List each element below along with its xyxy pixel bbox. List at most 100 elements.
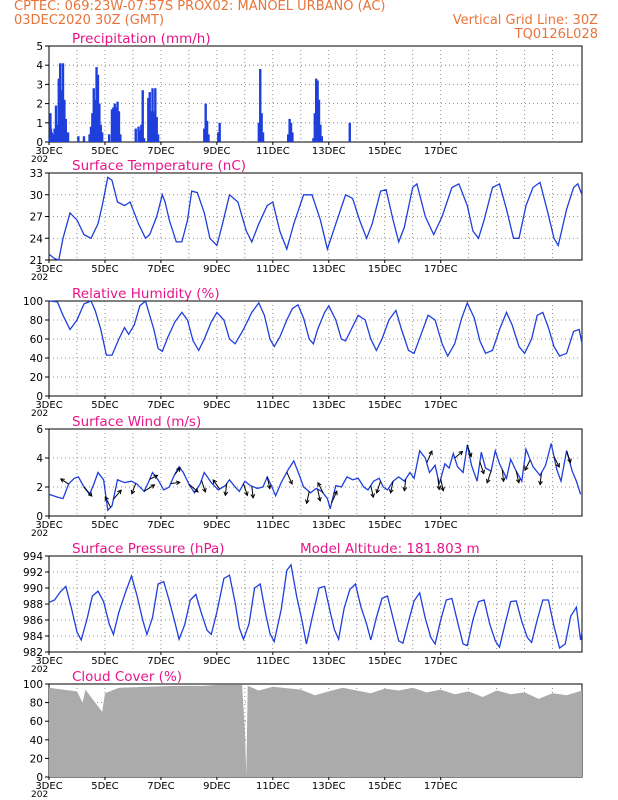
header-model-code: TQ0126L028 bbox=[514, 27, 598, 42]
wind-arrow-head bbox=[370, 493, 375, 499]
y-tick-label: 80 bbox=[30, 698, 43, 710]
x-tick-label: 3DEC bbox=[35, 781, 62, 792]
x-year-label: 202 bbox=[31, 790, 48, 800]
x-tick-label: 17DEC bbox=[424, 656, 458, 667]
precip-bar bbox=[312, 138, 315, 142]
panel-title: Surface Wind (m/s) bbox=[72, 414, 201, 430]
x-tick-label: 5DEC bbox=[91, 146, 118, 157]
wind-arrow-head bbox=[202, 487, 207, 493]
wind-arrow-head bbox=[117, 489, 122, 495]
x-tick-label: 7DEC bbox=[147, 400, 174, 411]
wind-arrow-head bbox=[266, 484, 272, 490]
wind-arrow-head bbox=[223, 491, 229, 497]
precip-bar bbox=[110, 109, 114, 142]
panel-title: Precipitation (mm/h) bbox=[72, 31, 211, 47]
x-tick-label: 7DEC bbox=[147, 146, 174, 157]
y-tick-label: 40 bbox=[30, 353, 43, 365]
wind-arrow bbox=[539, 472, 542, 485]
wind-arrow bbox=[437, 477, 440, 490]
x-tick-label: 15DEC bbox=[368, 264, 402, 275]
wind-arrow bbox=[286, 472, 293, 485]
wind-arrow bbox=[426, 450, 433, 464]
wind-arrow bbox=[266, 476, 271, 489]
y-tick-label: 40 bbox=[30, 735, 43, 747]
precip-bar bbox=[66, 132, 70, 142]
x-tick-label: 7DEC bbox=[147, 781, 174, 792]
wind-arrow-head bbox=[193, 487, 199, 493]
wind-arrow bbox=[60, 478, 69, 485]
series-line bbox=[48, 176, 583, 261]
wind-arrow-head bbox=[388, 488, 394, 494]
precip-bar bbox=[50, 132, 53, 142]
x-tick-label: 17DEC bbox=[424, 264, 458, 275]
x-tick-label: 3DEC bbox=[35, 264, 62, 275]
wind-arrow-head bbox=[458, 450, 464, 456]
wind-arrow bbox=[370, 485, 374, 498]
y-tick-label: 982 bbox=[23, 647, 43, 659]
wind-arrow-head bbox=[305, 499, 310, 505]
wind-arrow bbox=[454, 451, 463, 459]
x-tick-label: 9DEC bbox=[203, 656, 230, 667]
precip-bar bbox=[317, 99, 321, 142]
precip-bar bbox=[149, 111, 153, 142]
x-tick-label: 13DEC bbox=[312, 264, 346, 275]
x-tick-label: 9DEC bbox=[203, 520, 230, 531]
wind-arrow bbox=[104, 496, 112, 508]
precip-bar bbox=[141, 90, 144, 142]
precip-bar bbox=[63, 99, 66, 142]
x-tick-label: 9DEC bbox=[203, 400, 230, 411]
precip-bar bbox=[314, 78, 318, 142]
precip-bar bbox=[204, 103, 207, 142]
precip-bar bbox=[116, 101, 119, 142]
wind-arrow-head bbox=[317, 481, 322, 487]
y-tick-label: 24 bbox=[30, 233, 44, 245]
precip-bar bbox=[205, 120, 209, 142]
precip-bar bbox=[261, 132, 265, 142]
x-tick-label: 9DEC bbox=[203, 264, 230, 275]
precip-bar bbox=[137, 126, 140, 142]
y-tick-label: 21 bbox=[30, 255, 43, 267]
panel-frame bbox=[48, 172, 583, 261]
x-tick-label: 7DEC bbox=[147, 520, 174, 531]
precip-bar bbox=[99, 124, 102, 142]
wind-arrow bbox=[466, 444, 472, 457]
precip-bar bbox=[155, 117, 158, 142]
panel-title: Surface Pressure (hPa) bbox=[72, 541, 225, 557]
wind-arrow-head bbox=[524, 466, 529, 472]
wind-arrow-head bbox=[500, 477, 506, 483]
wind-arrow bbox=[131, 483, 137, 494]
wind-arrow bbox=[331, 491, 338, 504]
precip-bar bbox=[91, 113, 94, 142]
x-tick-label: 11DEC bbox=[256, 146, 290, 157]
x-tick-label: 5DEC bbox=[91, 400, 118, 411]
precip-bar bbox=[54, 105, 58, 142]
precip-bar bbox=[257, 122, 261, 142]
y-tick-label: 4 bbox=[36, 453, 43, 465]
wind-arrow-head bbox=[375, 488, 380, 494]
precip-bar bbox=[287, 134, 290, 142]
header-station-line: CPTEC: 069:23W-07:57S PROX02: MANOEL URB… bbox=[14, 0, 386, 14]
wind-arrow bbox=[174, 467, 181, 475]
precip-bar bbox=[320, 136, 323, 142]
wind-arrow-head bbox=[333, 490, 338, 496]
x-tick-label: 15DEC bbox=[368, 400, 402, 411]
precip-bar bbox=[259, 69, 262, 142]
wind-arrow bbox=[201, 480, 206, 493]
x-tick-label: 11DEC bbox=[256, 400, 290, 411]
y-tick-label: 30 bbox=[30, 190, 43, 202]
precip-bar bbox=[113, 103, 116, 142]
y-tick-label: 0 bbox=[36, 137, 43, 149]
precip-bar bbox=[151, 88, 154, 142]
y-tick-label: 80 bbox=[30, 315, 43, 327]
y-tick-label: 60 bbox=[30, 716, 43, 728]
x-tick-label: 15DEC bbox=[368, 520, 402, 531]
y-tick-label: 1 bbox=[36, 118, 43, 130]
x-tick-label: 5DEC bbox=[91, 264, 118, 275]
precip-bar bbox=[152, 111, 156, 142]
precip-bar bbox=[107, 134, 111, 142]
wind-arrow-head bbox=[428, 450, 433, 456]
y-tick-label: 0 bbox=[36, 511, 43, 523]
wind-arrow-head bbox=[515, 478, 521, 484]
precip-bar bbox=[77, 136, 80, 142]
x-tick-label: 3DEC bbox=[35, 520, 62, 531]
